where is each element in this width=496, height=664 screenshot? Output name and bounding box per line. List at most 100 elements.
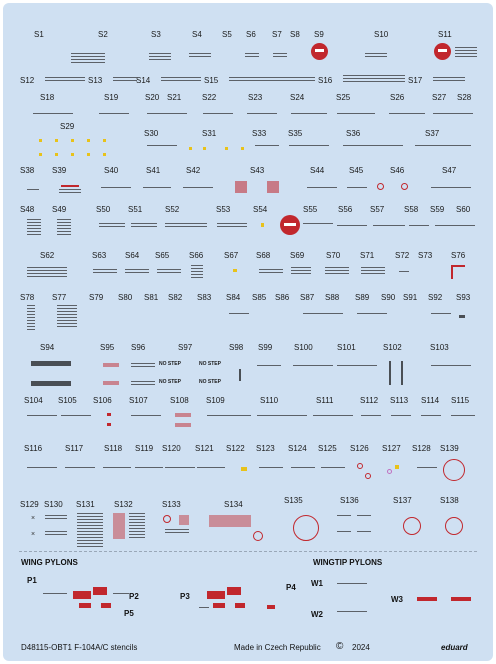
stencil-text <box>93 269 117 273</box>
yellow-dot <box>55 153 58 156</box>
stencil-label: S109 <box>206 396 225 405</box>
yellow-dot <box>55 139 58 142</box>
yellow-dot <box>87 153 90 156</box>
stencil-text <box>71 53 105 65</box>
stencil-label: S72 <box>395 251 410 260</box>
stencil-label: S49 <box>52 205 67 214</box>
stencil-label: S77 <box>52 293 67 302</box>
decal-sheet: S1 S2 S3 S4 S5 S6 S7 S8 S9 S10 S11 S12 S13 S14 S15 S16 S… <box>3 3 493 661</box>
yellow-mark <box>233 269 237 272</box>
stencil-label: S60 <box>456 205 471 214</box>
red-ring <box>163 515 171 523</box>
stencil-label: S33 <box>252 129 267 138</box>
stencil-label: S120 <box>162 444 181 453</box>
stencil-text <box>147 113 187 116</box>
brand-logo: eduard <box>441 643 468 652</box>
stencil-label: S26 <box>390 93 405 102</box>
yellow-dot <box>203 147 206 150</box>
stencil-label: S39 <box>52 166 67 175</box>
stencil-text <box>113 77 137 82</box>
stencil-text <box>399 271 409 274</box>
stencil-label: S108 <box>170 396 189 405</box>
stencil-label: S107 <box>129 396 148 405</box>
red-ring <box>365 473 371 479</box>
stencil-label: S6 <box>246 30 256 39</box>
stencil-text <box>207 415 251 418</box>
yellow-dot <box>189 147 192 150</box>
stencil-label: S94 <box>40 343 55 352</box>
roundel-s9 <box>311 43 328 60</box>
divider <box>19 551 477 552</box>
stencil-text <box>45 77 85 82</box>
stencil-text <box>409 225 429 228</box>
red-stencil <box>207 591 225 599</box>
stencil-text <box>357 531 371 534</box>
stencil-text <box>343 75 405 83</box>
stencil-text <box>143 187 171 190</box>
red-stencil <box>179 515 189 525</box>
stencil-text <box>245 53 259 58</box>
red-stencil <box>103 363 119 367</box>
stencil-label: S115 <box>451 396 470 405</box>
stencil-label: S100 <box>294 343 313 352</box>
yellow-dot <box>225 147 228 150</box>
stencil-label: S1 <box>34 30 44 39</box>
stencil-label: S41 <box>146 166 161 175</box>
pylon-label: W3 <box>391 595 403 604</box>
stencil-label: S117 <box>65 444 84 453</box>
stencil-text <box>421 415 441 418</box>
stencil-label: S99 <box>258 343 273 352</box>
stencil-text <box>357 313 387 316</box>
no-step-stencil: NO STEP <box>199 379 221 385</box>
stencil-label: S138 <box>440 496 459 505</box>
stencil-label: S111 <box>316 396 334 405</box>
pylon-label: P3 <box>180 592 190 601</box>
stencil-text <box>259 467 283 470</box>
yellow-dot <box>71 139 74 142</box>
stencil-label: S110 <box>260 396 279 405</box>
stencil-label: S113 <box>390 396 409 405</box>
stencil-text <box>431 365 471 368</box>
red-stencil <box>113 513 125 539</box>
red-stencil <box>175 413 191 417</box>
red-stencil <box>209 515 251 527</box>
stencil-label: S13 <box>88 76 103 85</box>
red-ring-large <box>443 459 465 481</box>
stencil-label: S86 <box>275 293 290 302</box>
stencil-label: S50 <box>96 205 111 214</box>
red-ring <box>401 183 408 190</box>
made-in: Made in Czech Republic <box>234 643 321 652</box>
stencil-text <box>337 583 367 586</box>
red-stencil <box>451 265 465 267</box>
stencil-text <box>391 415 411 418</box>
stencil-text <box>325 267 349 275</box>
red-stencil <box>73 591 91 599</box>
stencil-text <box>129 513 145 539</box>
stencil-text <box>257 415 307 418</box>
dark-bar <box>31 381 71 386</box>
stencil-text <box>337 531 351 534</box>
stencil-label: S125 <box>318 444 337 453</box>
stencil-text <box>57 219 71 235</box>
pylon-label: W2 <box>311 610 323 619</box>
red-stencil <box>227 587 241 595</box>
stencil-text <box>303 313 343 316</box>
red-stencil <box>451 597 471 601</box>
stencil-label: S45 <box>349 166 364 175</box>
stencil-text <box>433 77 465 82</box>
stencil-label: S71 <box>360 251 375 260</box>
dark-bar <box>31 361 71 366</box>
stencil-text <box>99 113 129 116</box>
stencil-label: S116 <box>24 444 43 453</box>
stencil-text <box>321 467 345 470</box>
red-ring <box>253 531 263 541</box>
pylon-label: W1 <box>311 579 323 588</box>
red-stencil <box>235 603 245 608</box>
stencil-text <box>131 381 155 385</box>
pylon-label: P4 <box>286 583 296 592</box>
stencil-label: S102 <box>383 343 402 352</box>
stencil-text <box>27 267 67 277</box>
stencil-label: S64 <box>125 251 140 260</box>
stencil-label: S21 <box>167 93 182 102</box>
stencil-text <box>273 53 287 58</box>
